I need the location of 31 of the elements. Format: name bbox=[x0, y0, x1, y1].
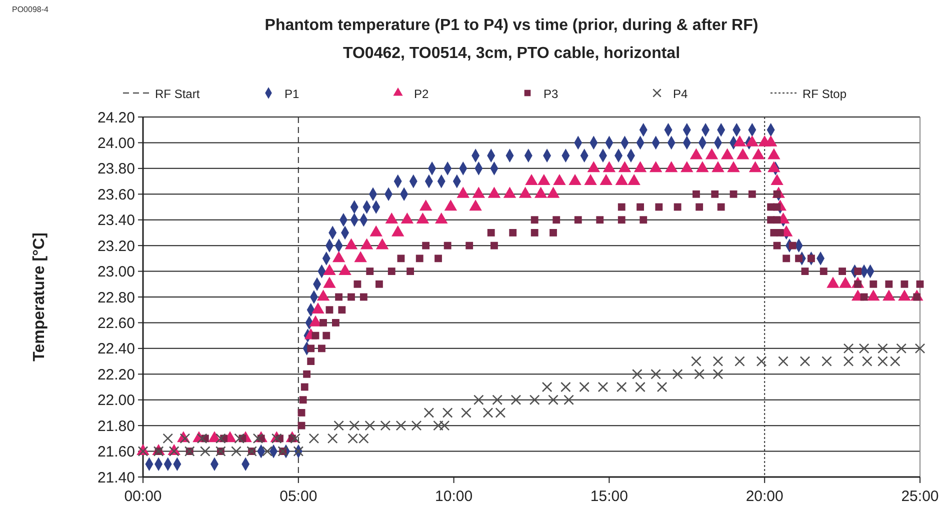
y-axis-title: Temperature [°C] bbox=[31, 232, 48, 362]
y-tick-label: 22.00 bbox=[97, 392, 135, 410]
legend-label: RF Start bbox=[155, 87, 200, 101]
x-tick-label: 15:00 bbox=[590, 488, 628, 505]
y-tick-label: 24.00 bbox=[97, 134, 135, 152]
x-tick-label: 00:00 bbox=[124, 488, 162, 505]
x-tick-label: 25:00 bbox=[901, 488, 939, 505]
y-tick-label: 23.20 bbox=[97, 238, 135, 255]
y-tick-label: 24.20 bbox=[97, 109, 135, 126]
y-tick-label: 21.80 bbox=[97, 418, 135, 435]
y-tick-label: 22.80 bbox=[97, 289, 135, 306]
legend-label: P3 bbox=[544, 87, 559, 101]
chart-subtitle: TO0462, TO0514, 3cm, PTO cable, horizontal bbox=[342, 45, 680, 62]
y-tick-label: 21.40 bbox=[97, 469, 135, 486]
x-tick-label: 05:00 bbox=[280, 488, 318, 505]
chart-title: Phantom temperature (P1 to P4) vs time (prior, during & after RF) bbox=[264, 17, 758, 34]
y-tick-label: 23.00 bbox=[97, 264, 135, 281]
x-tick-label: 20:00 bbox=[746, 488, 784, 505]
legend-label: P1 bbox=[284, 87, 300, 101]
x-tick-label: 10:00 bbox=[435, 488, 473, 505]
y-tick-label: 21.60 bbox=[97, 444, 135, 461]
text: PO0098-4 bbox=[12, 5, 50, 14]
y-tick-label: 22.20 bbox=[97, 366, 135, 384]
y-tick-label: 22.60 bbox=[97, 314, 135, 332]
y-tick-label: 23.80 bbox=[97, 160, 135, 178]
y-tick-label: 23.40 bbox=[97, 212, 135, 230]
legend-label: P2 bbox=[414, 87, 430, 101]
legend-label: RF Stop bbox=[802, 87, 847, 101]
legend-label: P4 bbox=[673, 87, 688, 101]
y-tick-label: 22.40 bbox=[97, 340, 135, 358]
y-tick-label: 23.60 bbox=[97, 186, 135, 204]
